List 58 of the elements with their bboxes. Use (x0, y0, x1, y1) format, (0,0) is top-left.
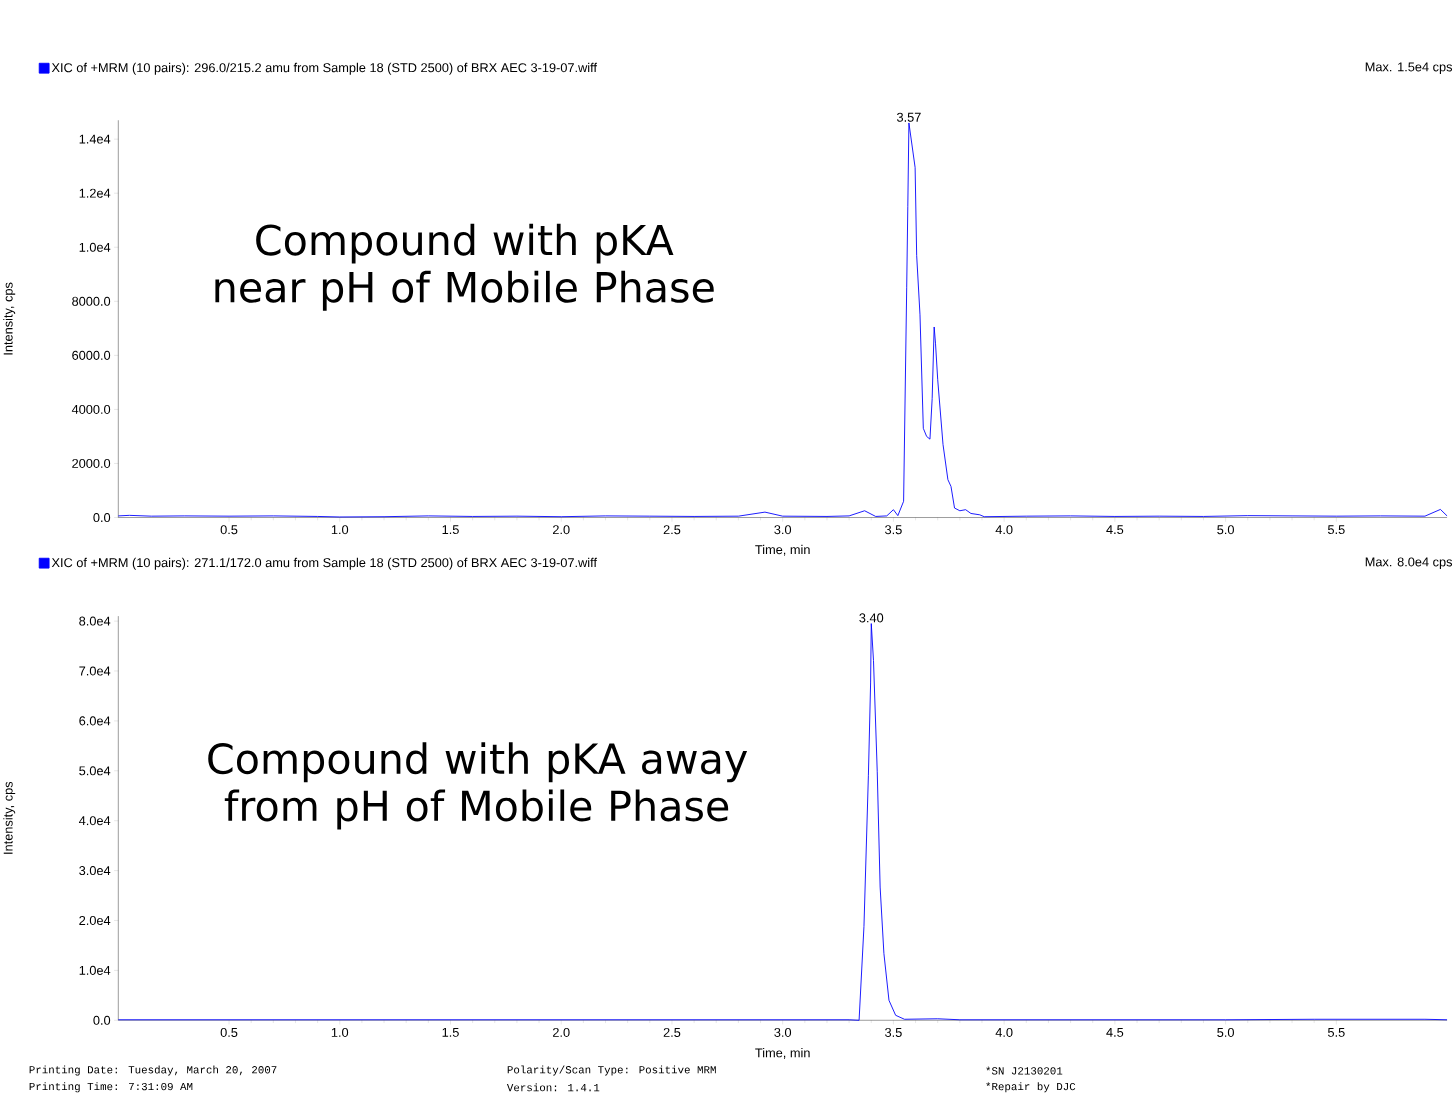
y-tick-label: 3.0e4 (79, 866, 111, 876)
x-tick-label: 2.0 (553, 525, 570, 535)
x-tick-label: 3.0 (774, 525, 792, 535)
x-tick-label: 3.0 (774, 1027, 792, 1037)
x-tick-label: 5.5 (1327, 1027, 1345, 1037)
x-tick-label: 3.5 (885, 525, 902, 535)
legend-label: XIC of +MRM (10 pairs): 296.0/215.2 amu from Sample 18 (STD 2500) of BRX AEC 3-19-07.wiff (51, 62, 598, 75)
x-tick-label: 1.5 (442, 1027, 459, 1037)
x-tick-label: 2.5 (663, 1027, 681, 1037)
y-tick-label: 1.4e4 (79, 134, 111, 144)
y-tick-label: 5.0e4 (79, 766, 111, 776)
x-tick-label: 1.5 (442, 525, 459, 535)
x-tick-label: 3.5 (885, 1027, 902, 1037)
x-tick-label: 1.0 (331, 525, 349, 535)
chart-subtitle: Max. 8.0e4 cps (1365, 557, 1453, 569)
y-tick-label: 1.0e4 (79, 965, 111, 975)
y-tick-label: 4000.0 (71, 404, 111, 414)
y-tick-label: 0.0 (93, 513, 111, 523)
x-tick-label: 4.5 (1106, 525, 1124, 535)
annotation: Compound with pKA near pH of Mobile Phase (215, 223, 714, 311)
annotation: 3.40 (859, 613, 884, 623)
text: *SN J2130201 (986, 1066, 1063, 1075)
x-tick-label: 2.0 (553, 1027, 570, 1037)
x-tick-label: 4.5 (1106, 1027, 1124, 1037)
y-axis-title: Intensity, cps (3, 282, 16, 355)
y-tick-label: 6.0e4 (79, 716, 111, 726)
y-tick-label: 4.0e4 (78, 816, 111, 826)
x-tick-label: 0.5 (220, 525, 238, 535)
y-tick-label: 6000.0 (72, 350, 111, 360)
text: Version: 1.4.1 (506, 1083, 600, 1092)
x-tick-label: 5.0 (1217, 1027, 1234, 1037)
y-axis-title: Intensity, cps (3, 781, 16, 854)
x-axis-title: Time, min (755, 1048, 810, 1059)
x-tick-label: 5.5 (1327, 525, 1345, 535)
line-series (117, 122, 1448, 518)
x-tick-label: 2.5 (663, 525, 681, 535)
x-axis-title: Time, min (755, 544, 810, 556)
y-tick-label: 1.2e4 (79, 188, 111, 198)
x-tick-label: 0.5 (220, 1027, 238, 1037)
y-tick-label: 1.0e4 (79, 242, 111, 252)
text: *Repair by DJC (986, 1082, 1076, 1093)
y-tick-label: 8.0e4 (79, 616, 111, 626)
text: Printing Time: 7:31:09 AM (29, 1082, 193, 1093)
y-tick-label: 0.0 (93, 1015, 111, 1025)
y-tick-label: 8000.0 (72, 296, 111, 306)
chart-subtitle: Max. 1.5e4 cps (1365, 62, 1453, 74)
x-tick-label: 5.0 (1217, 525, 1234, 535)
text: Polarity/Scan Type: Positive MRM (507, 1065, 716, 1076)
x-tick-label: 4.0 (995, 525, 1013, 535)
text: Printing Date: Tuesday, March 20, 2007 (29, 1065, 277, 1076)
x-tick-label: 1.0 (331, 1027, 349, 1037)
legend-label: XIC of +MRM (10 pairs): 271.1/172.0 amu from Sample 18 (STD 2500) of BRX AEC 3-19-07.wiff (51, 557, 598, 570)
annotation: 3.57 (896, 112, 921, 122)
y-tick-label: 7.0e4 (79, 666, 111, 676)
x-tick-label: 4.0 (995, 1027, 1013, 1037)
y-tick-label: 2.0e4 (79, 915, 111, 926)
annotation: Compound with pKA away from pH of Mobile Phase (208, 742, 748, 830)
y-tick-label: 2000.0 (72, 458, 111, 468)
